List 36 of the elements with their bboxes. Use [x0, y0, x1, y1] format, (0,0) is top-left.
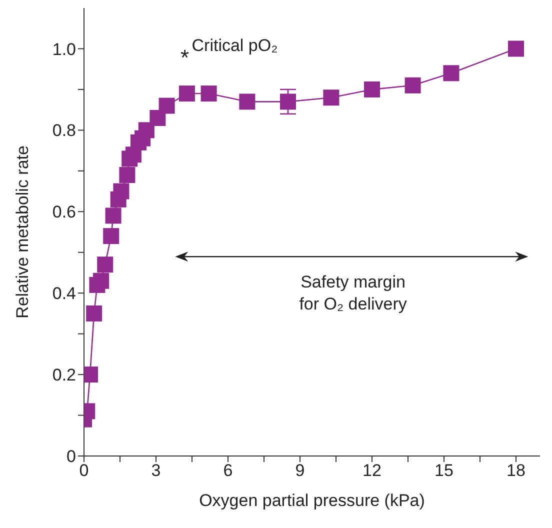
y-tick-label: 0.8 [52, 121, 76, 140]
point [119, 166, 136, 183]
annotation: Safety margin for O₂ delivery [299, 272, 408, 314]
point [364, 81, 380, 98]
point [323, 90, 340, 106]
point [97, 256, 114, 273]
annotation: Critical pO₂ [192, 36, 278, 55]
point [103, 228, 120, 244]
point [158, 98, 175, 114]
y-axis-title: Relative metabolic rate [13, 146, 32, 318]
y-tick-label: 0.6 [52, 202, 76, 222]
x-tick-label: 9 [295, 461, 305, 480]
x-tick-label: 3 [151, 461, 161, 480]
x-tick-label: 6 [223, 461, 233, 480]
x-tick-label: 18 [506, 461, 526, 480]
point [404, 77, 421, 94]
point [280, 94, 296, 110]
x-tick-label: 15 [434, 461, 454, 480]
point [200, 86, 217, 102]
y-tick-label: 1.0 [52, 40, 76, 59]
point [113, 183, 130, 200]
annotation: * [180, 44, 190, 70]
y-tick-label: 0.4 [52, 284, 76, 304]
point [138, 122, 154, 138]
x-tick-label: 12 [362, 461, 382, 480]
point [150, 110, 166, 126]
y-tick-label: 0.2 [52, 366, 76, 385]
x-axis-title: Oxygen partial pressure (kPa) [199, 491, 425, 510]
point [239, 94, 256, 110]
point [105, 208, 122, 224]
point [508, 40, 524, 57]
point [443, 65, 460, 82]
point [86, 305, 102, 322]
point [178, 86, 195, 102]
y-tick-label: 0 [66, 447, 76, 466]
x-tick-label: 0 [79, 461, 89, 480]
